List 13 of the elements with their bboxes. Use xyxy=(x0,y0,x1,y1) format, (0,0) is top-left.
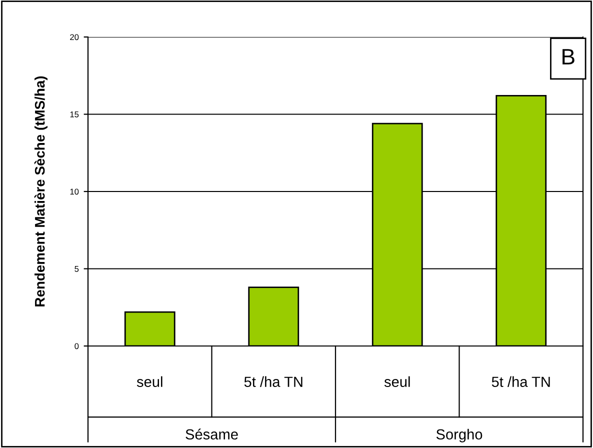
text: Sorgho xyxy=(436,428,482,442)
x-tick-label: seul xyxy=(384,376,410,387)
x-tick-label: 5t /ha TN xyxy=(244,376,302,387)
y-tick-label: 10 xyxy=(70,188,79,195)
annotation: B xyxy=(562,49,574,64)
text: Sésame xyxy=(186,428,238,440)
x-tick-label: 5t /ha TN xyxy=(492,376,550,387)
y-axis-title: Rendement Matière Sèche (tMS/ha) xyxy=(34,76,48,306)
y-tick-label: 5 xyxy=(74,266,79,272)
y-tick-label: 20 xyxy=(70,34,79,40)
y-tick-label: 0 xyxy=(74,343,79,350)
y-tick-label: 15 xyxy=(70,112,79,118)
x-tick-label: seul xyxy=(136,376,162,387)
